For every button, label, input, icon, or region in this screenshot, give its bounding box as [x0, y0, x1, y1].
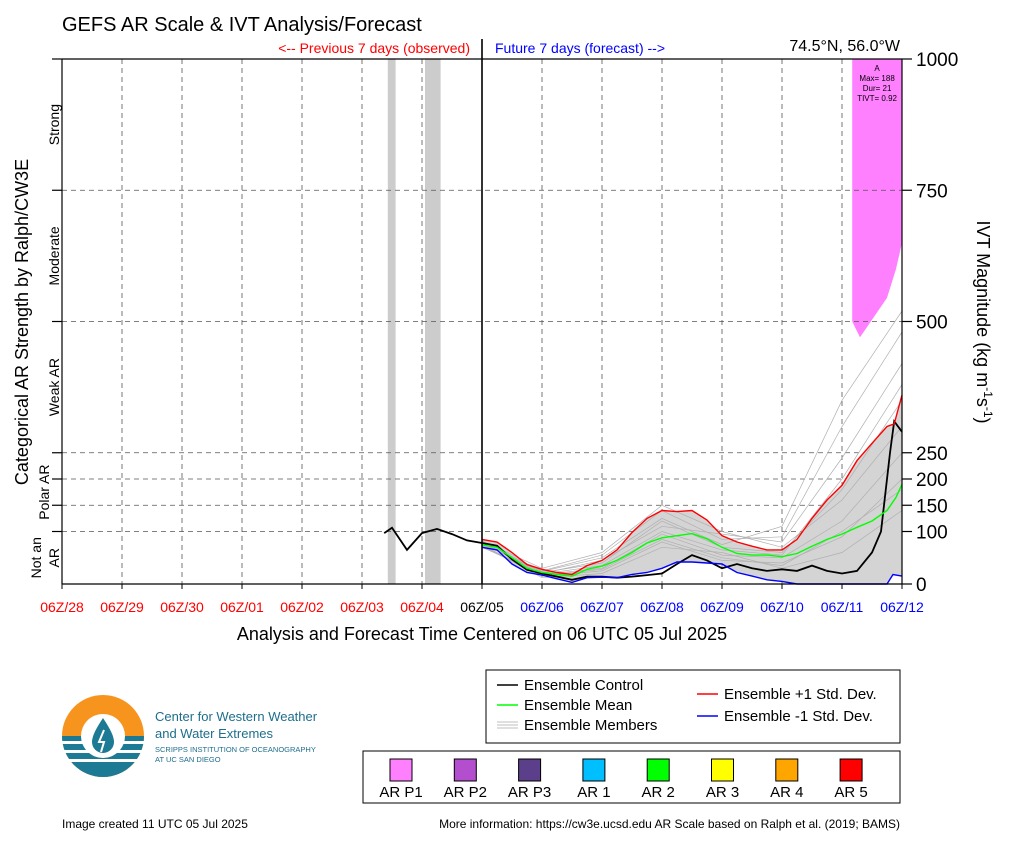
legend-label-4: Ensemble -1 Std. Dev.: [724, 708, 873, 725]
legend-label-3: Ensemble +1 Std. Dev.: [724, 686, 877, 703]
ar-scale-swatch: [711, 758, 734, 782]
y-tick-label: 750: [916, 181, 948, 202]
category-label: Weak AR: [46, 358, 62, 416]
x-tick-label: 06Z/09: [700, 599, 744, 615]
more-info-text: More information: https://cw3e.ucsd.edu …: [439, 817, 900, 831]
forecast-label: Future 7 days (forecast) -->: [495, 40, 665, 56]
legend-label-0: Ensemble Control: [524, 677, 643, 694]
location-label: 74.5°N, 56.0°W: [789, 38, 901, 55]
category-labels: Not an AR Polar AR Weak AR Moderate Strong: [28, 104, 62, 578]
ar-scale-swatch: [453, 758, 477, 782]
logo-line3: SCRIPPS INSTITUTION OF OCEANOGRAPHY: [155, 745, 316, 754]
std-dev-spread: [482, 395, 902, 584]
logo-line1: Center for Western Weather: [155, 709, 318, 724]
x-tick-label: 06Z/08: [640, 599, 684, 615]
series-line-1: [481, 484, 903, 577]
category-label: Moderate: [46, 226, 62, 285]
left-axis-title: Categorical AR Strength by Ralph/CW3E: [12, 159, 32, 485]
x-tick-label: 06Z/04: [400, 599, 444, 615]
category-label: Strong: [46, 104, 62, 145]
ar-scale-swatch: [518, 758, 542, 782]
ar-scale-label: AR P1: [379, 784, 422, 801]
y-tick-label: 250: [916, 444, 948, 465]
ar-scale-label: AR 4: [770, 784, 803, 801]
right-axis-title-sup1: -1: [981, 387, 995, 398]
cw3e-logo: Center for Western Weather and Water Ext…: [62, 695, 318, 777]
y-tick-label: 500: [916, 313, 948, 334]
x-tick-label: 06Z/11: [821, 599, 864, 615]
ar-scale-swatch: [646, 758, 670, 782]
series-legend: Ensemble Control Ensemble Mean Ensemble Me…: [485, 669, 901, 744]
category-label: AR: [46, 548, 62, 567]
x-tick-label: 06Z/12: [880, 599, 924, 615]
ar-event-label-line: A: [874, 64, 880, 73]
x-tick-label: 06Z/02: [280, 599, 324, 615]
ensemble-spread: [482, 395, 902, 584]
ensemble-member-line: [481, 426, 903, 569]
ar-scale-label: AR 1: [577, 784, 610, 801]
grid-lines: [61, 59, 903, 584]
ensemble-member-line: [481, 384, 903, 575]
ar-scale-legend: AR P1 AR P2 AR P3 AR 1 AR 2 AR 3 AR 4 AR 5: [362, 750, 901, 804]
series-line-2: [481, 394, 903, 576]
observed-bar-0: [387, 59, 396, 584]
series-line-0: [383, 418, 903, 581]
ar-event-label-line: TIVT= 0.92: [857, 94, 897, 103]
category-label: Not an: [28, 537, 44, 578]
y-tick-label: 100: [916, 523, 948, 544]
legend-label-1: Ensemble Mean: [524, 697, 632, 714]
right-axis-title-end: ): [973, 418, 993, 424]
y-axis-ticks: 0 100 150 200 250 500 750 1000: [52, 50, 958, 596]
ar-event-label-line: Dur= 21: [863, 84, 892, 93]
ensemble-member-line: [481, 331, 903, 572]
water-drop-icon: [92, 718, 114, 753]
y-tick-label: 0: [916, 575, 927, 596]
x-tick-label: 06Z/06: [520, 599, 564, 615]
right-axis-title: IVT Magnitude (kg m-1s-1): [973, 220, 995, 423]
x-axis-title: Analysis and Forecast Time Centered on 0…: [237, 624, 727, 644]
ensemble-member-line: [481, 310, 903, 572]
x-tick-label: 06Z/03: [340, 599, 384, 615]
ar-scale-swatch: [389, 758, 413, 782]
y-tick-label: 150: [916, 496, 948, 517]
y-tick-label: 1000: [916, 50, 958, 71]
right-axis-title-main: IVT Magnitude (kg m: [973, 220, 993, 387]
ar-scale-label: AR P3: [508, 784, 551, 801]
series-legend-box: [485, 669, 901, 744]
ar-event-region: [852, 59, 902, 338]
y-tick-label: 200: [916, 470, 948, 491]
image-created-text: Image created 11 UTC 05 Jul 2025: [62, 817, 248, 831]
x-tick-label: 06Z/05: [460, 599, 504, 615]
x-axis-ticks: 06Z/28 06Z/29 06Z/30 06Z/01 06Z/02 06Z/03 06Z/…: [40, 584, 924, 615]
observed-label: <-- Previous 7 days (observed): [278, 40, 470, 56]
ar-event-label-line: Max= 188: [859, 74, 895, 83]
legend-label-2: Ensemble Members: [524, 717, 657, 734]
x-tick-label: 06Z/28: [40, 599, 84, 615]
ar-scale-label: AR 2: [642, 784, 675, 801]
plot-axes: [61, 39, 903, 585]
chart-title: GEFS AR Scale & IVT Analysis/Forecast: [62, 14, 422, 36]
right-axis-title-mid: s: [973, 398, 993, 407]
x-tick-label: 06Z/10: [760, 599, 804, 615]
ar-scale-label: AR 5: [834, 784, 867, 801]
logo-line2: and Water Extremes: [155, 726, 274, 741]
x-tick-label: 06Z/30: [160, 599, 204, 615]
x-tick-label: 06Z/29: [100, 599, 144, 615]
ar-scale-label: AR P2: [444, 784, 487, 801]
x-tick-label: 06Z/01: [220, 599, 264, 615]
category-label: Polar AR: [36, 465, 52, 520]
ar-scale-swatch: [839, 758, 863, 782]
x-tick-label: 06Z/07: [580, 599, 624, 615]
ar-scale-label: AR 3: [706, 784, 739, 801]
ar-scale-swatch: [582, 758, 606, 782]
ensemble-series: [383, 394, 903, 585]
right-axis-title-sup2: -1: [981, 407, 995, 418]
logo-line4: AT UC SAN DIEGO: [155, 755, 221, 764]
ar-event-fill: [852, 59, 902, 338]
ar-scale-legend-box: [362, 750, 901, 804]
ar-scale-swatch: [775, 758, 799, 782]
